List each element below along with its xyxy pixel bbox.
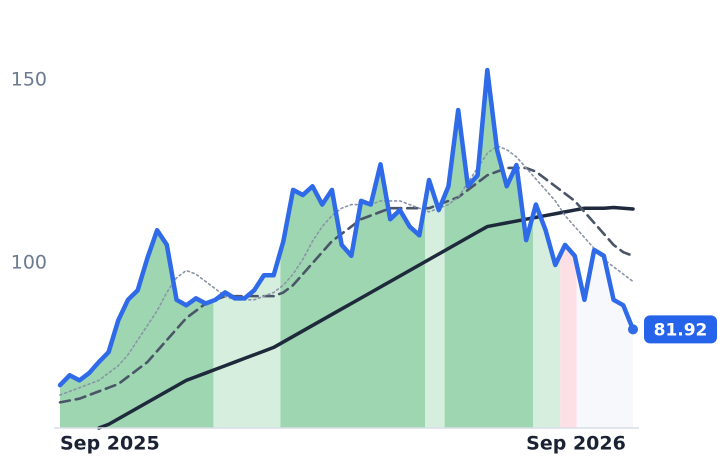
x-tick-label: Sep 2026 (526, 433, 626, 455)
x-tick-label: Sep 2025 (60, 433, 160, 455)
last-point (628, 324, 638, 335)
series-line (97, 205, 635, 430)
last-value-badge (644, 315, 717, 344)
trend-band (213, 70, 281, 428)
y-tick-label: 150 (11, 69, 47, 91)
lines: 81.92 (57, 67, 717, 430)
trend-band (425, 70, 445, 428)
last-value-label: 81.92 (654, 320, 708, 340)
y-tick-label: 100 (11, 252, 47, 274)
trend-band (444, 70, 533, 428)
axes: 100 150 Sep 2025 Sep 2026 (11, 69, 639, 455)
series-line (59, 145, 634, 396)
series-line (57, 67, 636, 388)
trend-band (560, 70, 577, 428)
